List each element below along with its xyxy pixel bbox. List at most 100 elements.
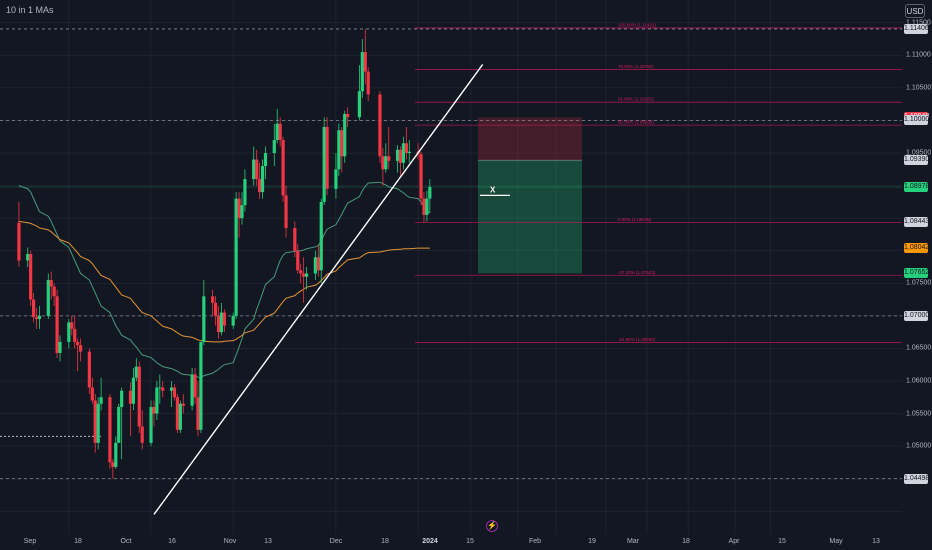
candle-body	[17, 222, 21, 261]
candle-body	[55, 296, 59, 353]
candle-body	[67, 322, 71, 342]
candle-body	[172, 387, 177, 398]
candle-body	[49, 280, 53, 287]
fib-level-label: 78.60% (1.10782)	[618, 64, 654, 69]
candle-body	[190, 374, 194, 406]
candle-body	[111, 462, 115, 467]
candle-body	[398, 149, 403, 163]
currency-button[interactable]: USD	[905, 4, 925, 18]
time-tick-label: Oct	[120, 538, 132, 545]
candle-body	[120, 390, 124, 408]
candle-body	[152, 407, 156, 414]
price-chart[interactable]: 100.00% (1.11421) 78.60% (1.10782) 61.80% …	[0, 0, 902, 534]
candle-body	[134, 366, 138, 378]
time-tick-label: 15	[466, 538, 474, 545]
candle-body	[237, 198, 241, 219]
candle-body	[255, 159, 259, 180]
time-tick-label: Apr	[728, 538, 740, 545]
time-tick-label: Mar	[626, 538, 640, 545]
time-tick-label: Sep	[23, 538, 37, 545]
candle-body	[78, 345, 83, 352]
candle-body	[52, 286, 56, 297]
candle-body	[178, 403, 182, 430]
candle-body	[96, 403, 100, 443]
indicator-legend[interactable]: 10 in 1 MAs	[6, 5, 54, 15]
price-badge: 1.04498	[904, 473, 930, 484]
price-tick-label: 1.11500	[906, 19, 931, 27]
candle-body	[363, 52, 367, 72]
candle-body	[304, 273, 309, 277]
price-badge: 1.07000	[904, 310, 930, 321]
time-tick-label: 15	[778, 538, 786, 545]
candle-body	[281, 140, 285, 196]
candle-body	[99, 397, 103, 404]
candle-body	[395, 149, 400, 161]
price-badge: 1.08978	[904, 182, 930, 193]
candle-body	[196, 397, 200, 430]
lightning-icon[interactable]: ⚡	[486, 520, 498, 532]
candle-body	[73, 328, 77, 342]
moving-average-green	[18, 181, 431, 379]
position-stop-zone	[478, 117, 582, 161]
candle-body	[260, 166, 265, 193]
candle-body	[243, 179, 247, 206]
price-badge: 1.07652	[904, 268, 930, 279]
candle-body	[419, 154, 423, 199]
time-tick-label: Feb	[528, 538, 542, 545]
price-tick-label: 1.09500	[906, 149, 932, 157]
candle-body	[222, 312, 226, 326]
time-tick-label: 18	[74, 538, 82, 545]
candle-body	[155, 387, 159, 414]
candle-body	[252, 159, 256, 180]
fib-level-label: 50.00% (1.09929)	[618, 120, 654, 125]
price-tick-label: 1.11000	[906, 51, 931, 59]
price-tick-label: 1.05500	[906, 410, 932, 418]
candle-body	[34, 317, 39, 320]
candle-body	[58, 341, 62, 353]
candle-body	[90, 387, 94, 401]
time-tick-label: 16	[168, 538, 176, 545]
candle-body	[93, 400, 97, 443]
price-badge: 1.10000	[904, 115, 930, 126]
candle-body	[26, 253, 30, 261]
candle-body	[325, 126, 329, 189]
time-tick-label: Nov	[223, 538, 237, 545]
candle-body	[240, 205, 244, 219]
time-tick-label: 13	[264, 538, 272, 545]
candle-body	[343, 113, 347, 157]
time-tick-label: 18	[682, 538, 690, 545]
candle-body	[149, 407, 153, 443]
candle-body	[316, 257, 320, 271]
candle-body	[161, 387, 165, 391]
candle-body	[128, 390, 133, 404]
candle-body	[425, 198, 429, 215]
time-tick-label: 19	[588, 538, 596, 545]
price-tick-label: 1.07500	[906, 279, 932, 287]
candle-body	[181, 403, 185, 406]
candle-body	[334, 169, 338, 189]
fib-level-label: 0.00% (1.08435)	[618, 217, 652, 222]
candle-body	[428, 186, 432, 199]
candle-body	[360, 52, 364, 92]
candle-body	[175, 397, 180, 430]
candle-body	[278, 123, 282, 141]
candle-body	[346, 113, 350, 118]
candle-body	[140, 426, 144, 443]
candle-body	[322, 126, 326, 202]
candle-body	[299, 270, 303, 274]
candle-body	[213, 302, 218, 316]
trendline	[153, 64, 484, 515]
candle-body	[258, 179, 262, 193]
candle-body	[293, 227, 297, 251]
candle-body	[319, 201, 323, 271]
candle-body	[284, 195, 288, 228]
candle-body	[137, 366, 141, 427]
candle-body	[387, 156, 391, 161]
candle-body	[366, 71, 370, 95]
position-target-zone	[478, 160, 582, 274]
time-tick-label: 18	[381, 538, 389, 545]
marker-label: X	[490, 185, 496, 194]
candle-body	[340, 130, 344, 157]
candle-body	[202, 296, 206, 342]
